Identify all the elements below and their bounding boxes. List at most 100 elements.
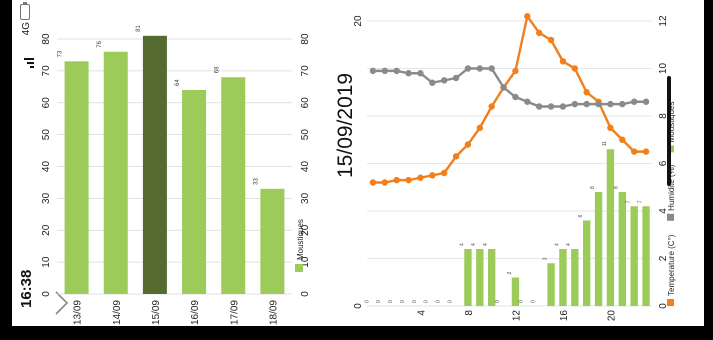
hour-bar-data-label: 0	[495, 300, 501, 303]
temperature-point	[393, 176, 400, 184]
chevron-down-icon[interactable]	[52, 290, 72, 316]
bar-15/09	[142, 35, 167, 294]
hour-bar-data-label: 0	[519, 300, 525, 303]
temperature-point	[642, 148, 650, 155]
hour-bar-data-label: 4	[483, 243, 489, 246]
hour-bar-data-label: 2	[507, 272, 513, 275]
humidity-point	[630, 98, 638, 105]
temperature-point	[583, 89, 590, 96]
left-axis-tick-label: 8	[658, 113, 669, 119]
axis-tick-label-top: 70	[41, 65, 52, 77]
humidity-point	[369, 67, 377, 75]
legend-label-moustiques: Moustiques	[296, 219, 305, 260]
temperature-point	[547, 36, 555, 44]
hour-tick-label: 8	[464, 310, 475, 316]
daily-mosquito-chart: 0 0 10 10 20 20 30 30 40 40 50 50 60 60 70 70 80 80 73 13/0…	[41, 24, 311, 325]
hour-bar-10	[488, 249, 496, 306]
axis-tick-label-top: 40	[41, 161, 52, 173]
hour-bar-data-label: 0	[436, 300, 442, 303]
hour-tick-label: 12	[511, 310, 522, 322]
hour-bar-20	[606, 149, 615, 306]
hour-tick-label: 16	[559, 310, 570, 322]
bar-data-label: 73	[58, 50, 64, 57]
temperature-point	[619, 136, 626, 143]
legend-label: Temperature (C°)	[667, 234, 676, 296]
axis-tick-label-bottom: 70	[300, 65, 311, 77]
axis-tick-label-bottom: 30	[300, 192, 311, 204]
right-axis-tick-label: 0	[353, 303, 364, 309]
left-axis-tick-label: 10	[658, 63, 669, 75]
hour-bar-12	[511, 277, 520, 306]
axis-tick-label-top: 0	[41, 291, 52, 297]
bar-data-label: 81	[136, 24, 142, 31]
axis-tick-label-bottom: 60	[300, 97, 311, 109]
humidity-point	[476, 65, 484, 72]
humidity-point	[440, 77, 448, 84]
humidity-point	[500, 84, 507, 91]
hour-bar-data-label: 0	[388, 300, 394, 303]
hour-bar-17	[571, 249, 579, 306]
home-indicator[interactable]	[667, 76, 671, 186]
temperature-point	[607, 124, 614, 132]
humidity-point	[535, 103, 543, 110]
phone-screen: 16:38 4G 0 0 10 10 20 20 30 30 40 40 50 50 60 60 70 70 8…	[12, 0, 704, 326]
left-axis-tick-label: 6	[658, 160, 669, 166]
category-label: 17/09	[229, 300, 240, 325]
axis-tick-label-bottom: 50	[300, 129, 311, 141]
temperature-point	[417, 174, 424, 181]
humidity-point	[607, 100, 614, 108]
legend-swatch-moustiques	[295, 264, 303, 272]
axis-tick-label-top: 80	[41, 33, 52, 45]
hour-bar-data-label: 3	[542, 257, 548, 260]
temperature-point	[571, 65, 579, 72]
humidity-point	[488, 65, 495, 72]
hour-bar-data-label: 6	[578, 215, 584, 218]
bar-16/09	[182, 90, 207, 294]
category-label: 13/09	[73, 300, 84, 325]
axis-tick-label-top: 30	[41, 192, 52, 204]
humidity-point	[405, 70, 412, 77]
hour-bar-data-label: 0	[364, 300, 370, 303]
left-axis-tick-label: 0	[658, 303, 669, 309]
hour-bar-data-label: 4	[459, 243, 465, 246]
temperature-point	[524, 13, 531, 20]
rotated-app-view: 16:38 4G 0 0 10 10 20 20 30 30 40 40 50 50 60 60 70 70 8…	[12, 0, 704, 326]
humidity-point	[583, 100, 590, 108]
hour-bar-15	[547, 263, 555, 306]
humidity-point	[464, 65, 472, 72]
bar-18/09	[260, 188, 285, 294]
humidity-point	[524, 98, 531, 105]
temperature-point	[559, 58, 567, 65]
axis-tick-label-top: 50	[41, 129, 52, 141]
humidity-point	[571, 100, 579, 108]
bar-17/09	[221, 77, 246, 294]
axis-tick-label-top: 60	[41, 97, 52, 109]
left-axis-tick-label: 12	[658, 15, 669, 27]
hour-bar-data-label: 0	[447, 300, 453, 303]
hour-bar-22	[630, 206, 638, 306]
humidity-point	[619, 100, 626, 108]
axis-tick-label-bottom: 0	[300, 291, 311, 297]
axis-tick-label-top: 10	[41, 256, 52, 268]
hour-bar-16	[559, 249, 567, 306]
temperature-point	[488, 103, 495, 110]
category-label: 14/09	[112, 300, 123, 325]
axis-tick-label-bottom: 10	[300, 256, 311, 268]
axis-tick-label-bottom: 20	[300, 224, 311, 236]
hour-bar-data-label: 4	[554, 243, 560, 246]
hour-bar-8	[464, 249, 472, 306]
temperature-point	[440, 169, 448, 177]
category-label: 16/09	[190, 300, 201, 325]
hour-bar-data-label: 0	[424, 300, 430, 303]
bar-data-label: 64	[175, 79, 181, 86]
category-label: 18/09	[268, 300, 279, 325]
hour-bar-data-label: 7	[626, 200, 632, 203]
hour-bar-18	[583, 220, 591, 306]
temperature-point	[464, 141, 472, 148]
hour-bar-data-label: 0	[400, 300, 406, 303]
hour-bar-data-label: 0	[531, 300, 537, 303]
category-label: 15/09	[151, 300, 162, 325]
hour-bar-data-label: 0	[412, 300, 418, 303]
humidity-point	[429, 79, 436, 86]
humidity-point	[559, 103, 567, 110]
